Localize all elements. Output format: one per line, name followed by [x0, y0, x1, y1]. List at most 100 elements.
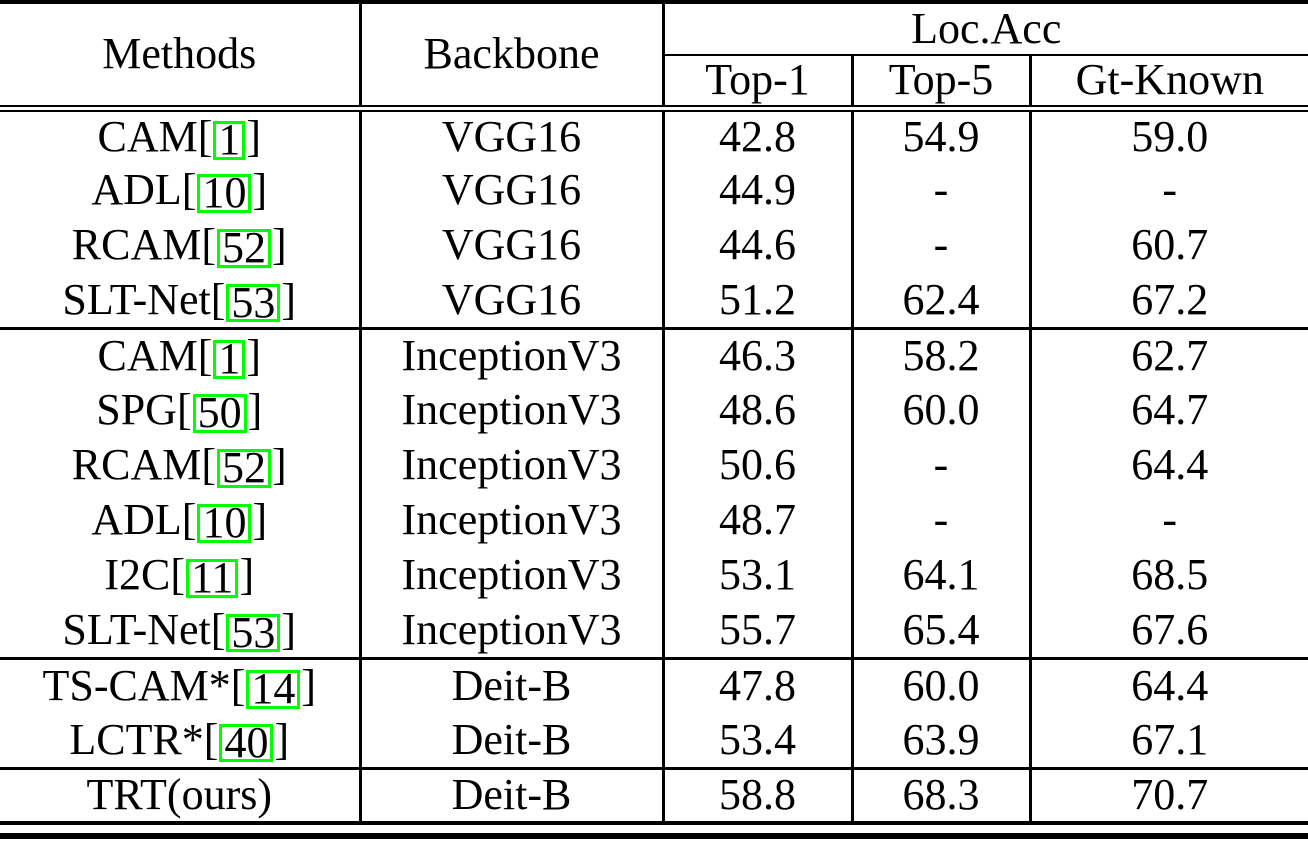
table-row: SPG[50] InceptionV3 48.6 60.0 64.7: [0, 383, 1308, 438]
method-cell: SLT-Net[53]: [0, 603, 360, 658]
method-name: CAM[: [97, 112, 213, 162]
method-name-end: ]: [246, 112, 262, 162]
citation-link[interactable]: 50: [192, 391, 247, 435]
backbone-cell: InceptionV3: [358, 548, 663, 603]
gt-known-cell: -: [1028, 493, 1308, 548]
results-table: Methods Backbone Loc.Acc Top-1 Top-5 Gt-…: [0, 0, 1308, 825]
top5-cell: 68.3: [850, 766, 1030, 825]
gt-known-cell: -: [1028, 163, 1308, 218]
method-name: SLT-Net[: [62, 274, 226, 324]
top5-cell: -: [850, 438, 1030, 493]
citation-link[interactable]: 10: [197, 171, 252, 215]
col-header-top5: Top-5: [850, 55, 1030, 112]
table-row: RCAM[52] InceptionV3 50.6 - 64.4: [0, 438, 1308, 493]
citation-link[interactable]: 14: [246, 667, 301, 710]
gt-known-cell: 59.0: [1028, 108, 1308, 163]
method-name-end: ]: [252, 495, 268, 545]
method-name-end: ]: [272, 440, 287, 490]
citation-link[interactable]: 53: [226, 280, 281, 324]
backbone-cell: InceptionV3: [358, 438, 663, 493]
method-name: TRT(ours): [86, 770, 273, 820]
method-name: TS-CAM*[: [42, 661, 246, 711]
method-cell: ADL[10]: [0, 163, 360, 218]
citation-link[interactable]: 10: [197, 501, 252, 545]
method-name: SLT-Net[: [62, 604, 226, 654]
table-row: TS-CAM*[14] Deit-B 47.8 60.0 64.4: [0, 656, 1308, 713]
top1-cell: 58.8: [661, 766, 852, 825]
backbone-cell: InceptionV3: [358, 493, 663, 548]
method-name-end: ]: [252, 165, 268, 215]
method-name: CAM[: [97, 331, 213, 381]
method-name-end: ]: [246, 331, 262, 381]
col-header-top1: Top-1: [661, 55, 852, 112]
citation-link[interactable]: 40: [219, 720, 274, 764]
citation-link[interactable]: 52: [217, 446, 272, 490]
top1-cell: 46.3: [661, 326, 852, 383]
gt-known-cell: 70.7: [1028, 766, 1308, 825]
top1-cell: 48.7: [661, 493, 852, 548]
backbone-cell: InceptionV3: [358, 326, 663, 383]
table-row: CAM[1] InceptionV3 46.3 58.2 62.7: [0, 326, 1308, 383]
top5-cell: 58.2: [850, 326, 1030, 383]
backbone-cell: VGG16: [358, 218, 663, 273]
citation-link[interactable]: 11: [186, 556, 239, 600]
backbone-cell: Deit-B: [358, 713, 663, 768]
method-cell: SPG[50]: [0, 383, 360, 438]
top1-cell: 44.9: [661, 163, 852, 218]
table-row: ADL[10] InceptionV3 48.7 - -: [0, 493, 1308, 548]
method-cell: TS-CAM*[14]: [0, 656, 360, 713]
top5-cell: 63.9: [850, 713, 1030, 768]
gt-known-cell: 62.7: [1028, 326, 1308, 383]
citation-link[interactable]: 1: [213, 337, 246, 380]
top5-cell: 60.0: [850, 383, 1030, 438]
gt-known-cell: 64.4: [1028, 656, 1308, 713]
method-name-end: ]: [247, 385, 263, 435]
top1-cell: 44.6: [661, 218, 852, 273]
table-row: SLT-Net[53] InceptionV3 55.7 65.4 67.6: [0, 603, 1308, 658]
backbone-cell: InceptionV3: [358, 603, 663, 658]
table-row: CAM[1] VGG16 42.8 54.9 59.0: [0, 108, 1308, 163]
method-name: RCAM[: [71, 220, 217, 270]
table-row: ADL[10] VGG16 44.9 - -: [0, 163, 1308, 218]
col-header-gt-known: Gt-Known: [1028, 55, 1308, 112]
gt-known-cell: 67.6: [1028, 603, 1308, 658]
top5-cell: 60.0: [850, 656, 1030, 713]
gt-known-cell: 67.2: [1028, 273, 1308, 328]
method-name: I2C[: [104, 550, 186, 600]
top5-cell: 62.4: [850, 273, 1030, 328]
method-cell: RCAM[52]: [0, 218, 360, 273]
top5-cell: -: [850, 218, 1030, 273]
top1-cell: 42.8: [661, 108, 852, 163]
top5-cell: -: [850, 163, 1030, 218]
gt-known-cell: 64.7: [1028, 383, 1308, 438]
table-row: I2C[11] InceptionV3 53.1 64.1 68.5: [0, 548, 1308, 603]
method-cell: CAM[1]: [0, 326, 360, 383]
top1-cell: 51.2: [661, 273, 852, 328]
citation-link[interactable]: 53: [226, 610, 281, 654]
method-name-end: ]: [281, 274, 297, 324]
top1-cell: 55.7: [661, 603, 852, 658]
top5-cell: 54.9: [850, 108, 1030, 163]
col-header-loc-acc: Loc.Acc: [661, 2, 1308, 56]
header-row-1: Methods Backbone Loc.Acc: [0, 2, 1308, 112]
citation-link[interactable]: 52: [217, 226, 272, 270]
method-name: ADL[: [91, 495, 197, 545]
method-name: ADL[: [91, 165, 197, 215]
backbone-cell: VGG16: [358, 108, 663, 163]
top1-cell: 53.1: [661, 548, 852, 603]
backbone-cell: VGG16: [358, 273, 663, 328]
method-name: SPG[: [96, 385, 192, 435]
method-cell: I2C[11]: [0, 548, 360, 603]
method-cell: ADL[10]: [0, 493, 360, 548]
table-row: SLT-Net[53] VGG16 51.2 62.4 67.2: [0, 273, 1308, 328]
citation-link[interactable]: 1: [213, 118, 246, 161]
top5-cell: 64.1: [850, 548, 1030, 603]
method-cell: SLT-Net[53]: [0, 273, 360, 328]
method-name-end: ]: [281, 604, 297, 654]
method-cell: RCAM[52]: [0, 438, 360, 493]
top5-cell: 65.4: [850, 603, 1030, 658]
top1-cell: 48.6: [661, 383, 852, 438]
table-row: RCAM[52] VGG16 44.6 - 60.7: [0, 218, 1308, 273]
backbone-cell: Deit-B: [358, 656, 663, 713]
method-cell: TRT(ours): [0, 766, 360, 825]
